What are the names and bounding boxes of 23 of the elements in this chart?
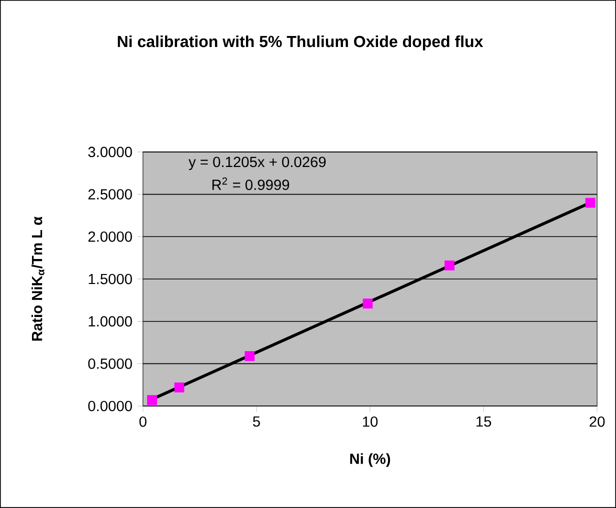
y-tick-label: 1.0000 (88, 316, 132, 327)
x-tick-label: 15 (476, 416, 492, 427)
y-tick-label: 2.0000 (88, 231, 132, 242)
y-tick-label: 1.5000 (88, 274, 132, 284)
y-tick-label: 2.5000 (88, 189, 132, 200)
point (174, 382, 184, 392)
point (147, 395, 157, 406)
point (362, 298, 373, 309)
annotation: R$^{2}$ = 0.9999 (212, 177, 290, 190)
annotation: y = 0.1205x + 0.0269 (188, 156, 326, 170)
point (244, 351, 255, 362)
point (585, 198, 596, 208)
x-tick-label: 5 (252, 416, 260, 427)
x-tick-label: 0 (139, 416, 146, 427)
y-tick-label: 3.0000 (88, 146, 132, 158)
y-tick-label: 0.0000 (88, 400, 132, 412)
x-tick-label: 20 (590, 416, 605, 427)
y-tick-label: 0.5000 (88, 358, 132, 369)
chart-title: Ni calibration with 5% Thulium Oxide doped flux (118, 35, 484, 50)
x-tick-label: 10 (362, 416, 378, 427)
y-axis-title: Ratio NiK$_{α}$/Tm L α (31, 216, 44, 341)
x-axis-title: Ni (%) (350, 453, 390, 467)
point (444, 260, 454, 270)
